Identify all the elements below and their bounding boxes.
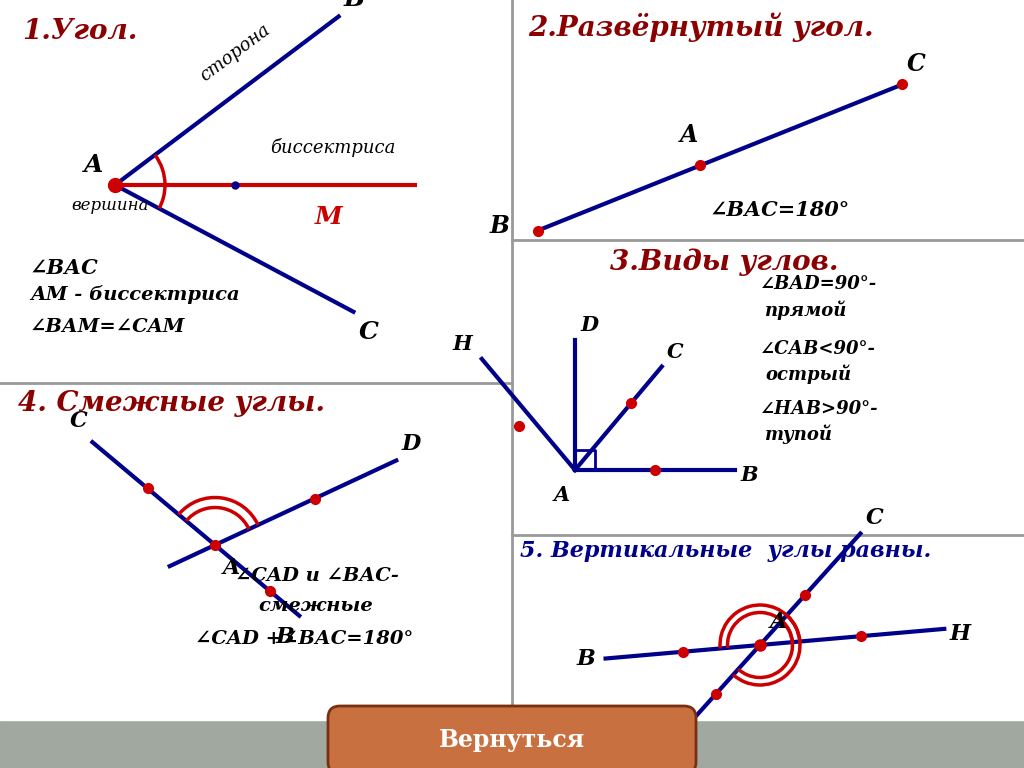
- Text: B: B: [740, 465, 758, 485]
- Text: ∠ВАС=180°: ∠ВАС=180°: [710, 200, 850, 220]
- Text: смежные: смежные: [258, 597, 373, 615]
- Text: A: A: [84, 153, 103, 177]
- Text: B: B: [577, 647, 596, 670]
- Text: АМ - биссектриса: АМ - биссектриса: [30, 285, 240, 304]
- Text: ∠САВ<90°-: ∠САВ<90°-: [760, 340, 876, 358]
- Text: B: B: [489, 214, 510, 237]
- Text: H: H: [949, 623, 971, 645]
- Text: C: C: [667, 342, 683, 362]
- Text: 3.Виды углов.: 3.Виды углов.: [610, 248, 839, 276]
- Text: ∠ВАС: ∠ВАС: [30, 258, 98, 278]
- Text: A: A: [223, 557, 241, 579]
- Text: C: C: [70, 410, 87, 432]
- Text: A: A: [554, 485, 570, 505]
- Text: A: A: [680, 123, 698, 147]
- Text: сторона: сторона: [197, 21, 273, 85]
- Text: D: D: [401, 433, 421, 455]
- Text: M: M: [315, 205, 343, 229]
- Text: ∠CAD и ∠ВАС-: ∠CAD и ∠ВАС-: [234, 567, 399, 585]
- Text: ∠ВАМ=∠СAМ: ∠ВАМ=∠СAМ: [30, 318, 185, 336]
- Bar: [0, 720, 1024, 768]
- Text: вершина: вершина: [72, 197, 148, 214]
- Text: ∠НАВ>90°-: ∠НАВ>90°-: [760, 400, 879, 418]
- Text: C: C: [907, 52, 926, 77]
- Text: ∠ВАD=90°-: ∠ВАD=90°-: [760, 275, 878, 293]
- Text: биссектриса: биссектриса: [270, 138, 395, 157]
- Text: H: H: [452, 334, 472, 354]
- Text: острый: острый: [765, 365, 851, 385]
- Text: тупой: тупой: [765, 425, 833, 445]
- Text: D: D: [670, 746, 689, 768]
- Text: A: A: [770, 611, 787, 633]
- Text: D: D: [580, 315, 598, 335]
- Text: C: C: [358, 319, 378, 344]
- Text: 5. Вертикальные  углы равны.: 5. Вертикальные углы равны.: [520, 540, 931, 562]
- Bar: [0, 720, 1024, 768]
- Text: 4. Смежные углы.: 4. Смежные углы.: [18, 390, 325, 417]
- Text: Вернуться: Вернуться: [439, 728, 585, 752]
- Text: 1.Угол.: 1.Угол.: [22, 18, 137, 45]
- FancyBboxPatch shape: [328, 706, 696, 768]
- Text: 2.Развёрнутый угол.: 2.Развёрнутый угол.: [528, 12, 873, 41]
- Text: ∠CAD +∠ВАС=180°: ∠CAD +∠ВАС=180°: [195, 630, 414, 648]
- Text: прямой: прямой: [765, 300, 848, 319]
- Text: B: B: [344, 0, 365, 12]
- Text: C: C: [865, 507, 883, 528]
- Text: B: B: [275, 626, 294, 647]
